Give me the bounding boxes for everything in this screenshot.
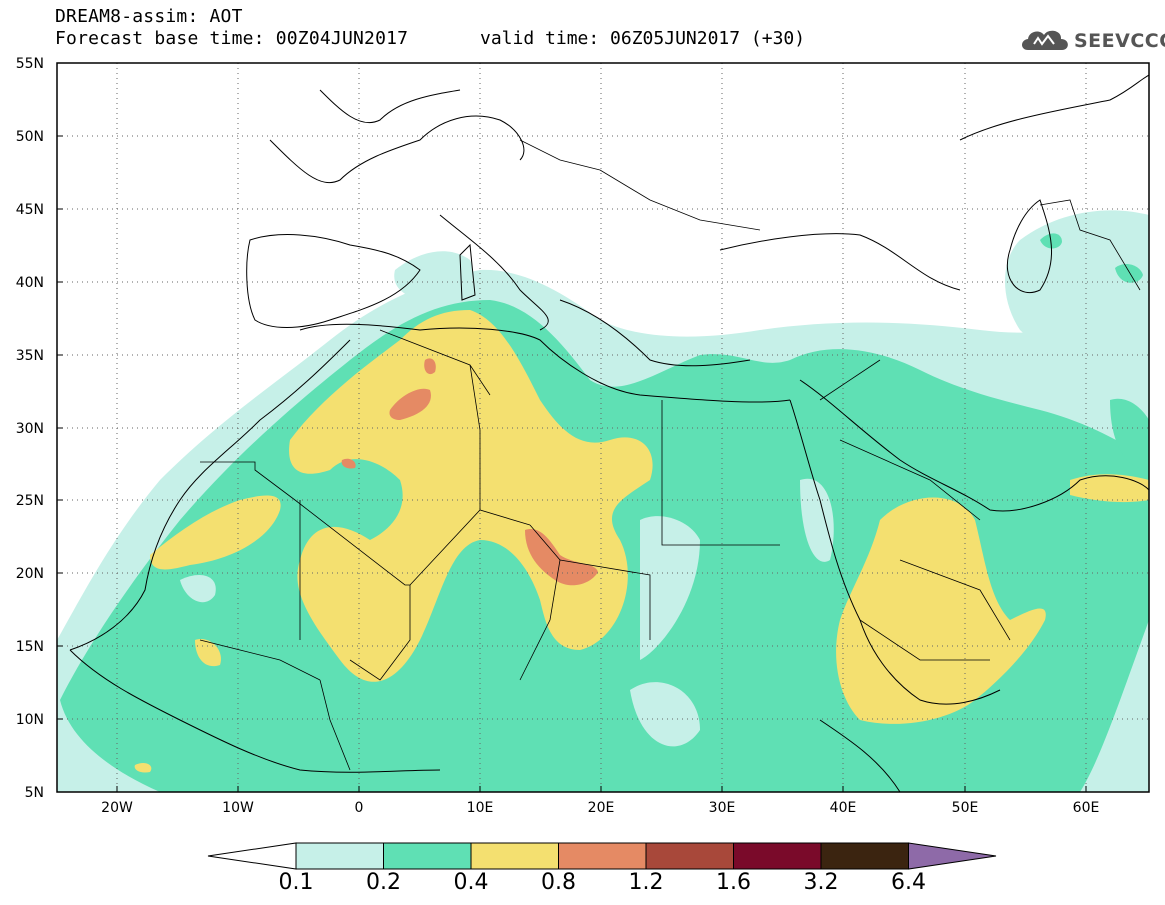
lon-tick-label: 50E: [952, 800, 979, 816]
colorbar-segment: [470, 842, 559, 870]
lon-tick-label: 10W: [222, 800, 254, 816]
lat-tick-label: 40N: [16, 275, 44, 291]
lat-tick-label: 30N: [16, 421, 44, 437]
colorbar-segment-over: [908, 842, 997, 870]
valid-time: valid time: 06Z05JUN2017 (+30): [480, 28, 806, 49]
chart-title: DREAM8-assim: AOT: [55, 6, 243, 27]
colorbar-segment: [383, 842, 472, 870]
lon-tick-label: 20E: [588, 800, 615, 816]
lat-tick-label: 25N: [16, 493, 44, 509]
colorbar-label: 0.1: [278, 870, 314, 895]
colorbar: [207, 842, 997, 870]
lon-tick-label: 20W: [101, 800, 133, 816]
lat-tick-label: 5N: [25, 785, 44, 801]
lat-tick-label: 50N: [16, 129, 44, 145]
gridlines: [57, 63, 1149, 792]
colorbar-segment: [733, 842, 822, 870]
base-time: Forecast base time: 00Z04JUN2017: [55, 28, 409, 49]
colorbar-segment-under: [207, 842, 297, 870]
lat-tick-label: 20N: [16, 566, 44, 582]
aot-level-0.4: [134, 310, 1149, 773]
colorbar-label: 1.2: [628, 870, 664, 895]
lon-tick-label: 0: [355, 800, 364, 816]
seevccc-logo: SEEVCCC: [1018, 24, 1165, 56]
logo-text: SEEVCCC: [1074, 30, 1165, 52]
country-borders: [199, 139, 1141, 771]
colorbar-segment: [645, 842, 734, 870]
cloud-icon: [1022, 30, 1068, 50]
coastlines: [69, 74, 1149, 792]
aot-level-0.8: [341, 358, 598, 586]
colorbar-label: 3.2: [803, 870, 839, 895]
lat-tick-label: 15N: [16, 639, 44, 655]
lat-tick-label: 45N: [16, 202, 44, 218]
lon-tick-labels: 20W 10W 0 10E 20E 30E 40E 50E 60E: [101, 800, 1099, 816]
colorbar-label: 0.8: [541, 870, 576, 895]
colorbar-label: 1.6: [716, 870, 751, 895]
lat-tick-labels: 55N 50N 45N 40N 35N 30N 25N 20N 15N 10N …: [16, 56, 44, 801]
lat-tick-label: 35N: [16, 348, 44, 364]
colorbar-segment: [820, 842, 909, 870]
lon-tick-label: 60E: [1073, 800, 1100, 816]
aot-fields: [57, 210, 1149, 792]
lon-tick-label: 10E: [467, 800, 494, 816]
colorbar-label: 0.2: [366, 870, 401, 895]
lon-tick-label: 40E: [830, 800, 857, 816]
colorbar-label: 0.4: [453, 870, 489, 895]
lat-tick-label: 55N: [16, 56, 44, 72]
lat-tick-label: 10N: [16, 712, 44, 728]
colorbar-label: 6.4: [891, 870, 926, 895]
lon-tick-label: 30E: [709, 800, 736, 816]
colorbar-segment: [558, 842, 647, 870]
axis-ticks: [57, 135, 1087, 792]
colorbar-segment: [295, 842, 384, 870]
